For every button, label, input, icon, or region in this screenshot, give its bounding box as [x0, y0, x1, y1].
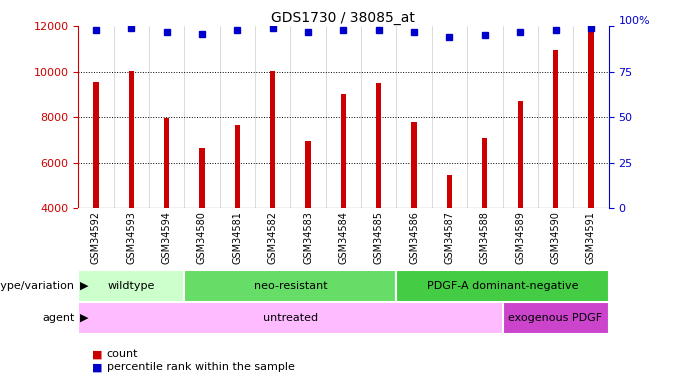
Bar [517, 101, 523, 208]
Text: ■: ■ [92, 363, 102, 372]
Text: GSM34591: GSM34591 [586, 211, 596, 264]
Text: neo-resistant: neo-resistant [254, 281, 327, 291]
Text: GSM34581: GSM34581 [233, 211, 242, 264]
Bar [164, 118, 169, 208]
Text: GSM34593: GSM34593 [126, 211, 136, 264]
Bar [588, 31, 594, 208]
Text: ▶: ▶ [80, 313, 88, 323]
Text: PDGF-A dominant-negative: PDGF-A dominant-negative [427, 281, 578, 291]
Text: percentile rank within the sample: percentile rank within the sample [107, 363, 294, 372]
Bar [503, 302, 609, 334]
Text: GSM34589: GSM34589 [515, 211, 525, 264]
Bar [184, 270, 396, 302]
Bar [341, 94, 346, 208]
Text: GSM34586: GSM34586 [409, 211, 419, 264]
Text: count: count [107, 350, 138, 359]
Text: GSM34590: GSM34590 [551, 211, 560, 264]
Text: exogenous PDGF: exogenous PDGF [509, 313, 602, 323]
Bar [376, 83, 381, 208]
Text: GSM34583: GSM34583 [303, 211, 313, 264]
Text: genotype/variation: genotype/variation [0, 281, 75, 291]
Text: GSM34584: GSM34584 [339, 211, 348, 264]
Text: GSM34587: GSM34587 [445, 211, 454, 264]
Bar [199, 148, 205, 208]
Text: GSM34588: GSM34588 [480, 211, 490, 264]
Bar [270, 70, 275, 208]
Text: wildtype: wildtype [107, 281, 155, 291]
Text: ▶: ▶ [80, 281, 88, 291]
Text: GSM34582: GSM34582 [268, 211, 277, 264]
Bar [447, 175, 452, 208]
Bar [305, 141, 311, 208]
Bar [93, 82, 99, 208]
Text: GSM34594: GSM34594 [162, 211, 171, 264]
Text: ■: ■ [92, 350, 102, 359]
Title: GDS1730 / 38085_at: GDS1730 / 38085_at [271, 11, 415, 25]
Text: GSM34580: GSM34580 [197, 211, 207, 264]
Text: GSM34592: GSM34592 [91, 211, 101, 264]
Text: untreated: untreated [262, 313, 318, 323]
Bar [78, 270, 184, 302]
Bar [396, 270, 609, 302]
Text: GSM34585: GSM34585 [374, 211, 384, 264]
Bar [553, 50, 558, 208]
Text: agent: agent [42, 313, 75, 323]
Bar [235, 125, 240, 208]
Bar [129, 70, 134, 208]
Bar [78, 302, 503, 334]
Text: 100%: 100% [619, 16, 651, 26]
Bar [482, 138, 488, 208]
Bar [411, 122, 417, 208]
